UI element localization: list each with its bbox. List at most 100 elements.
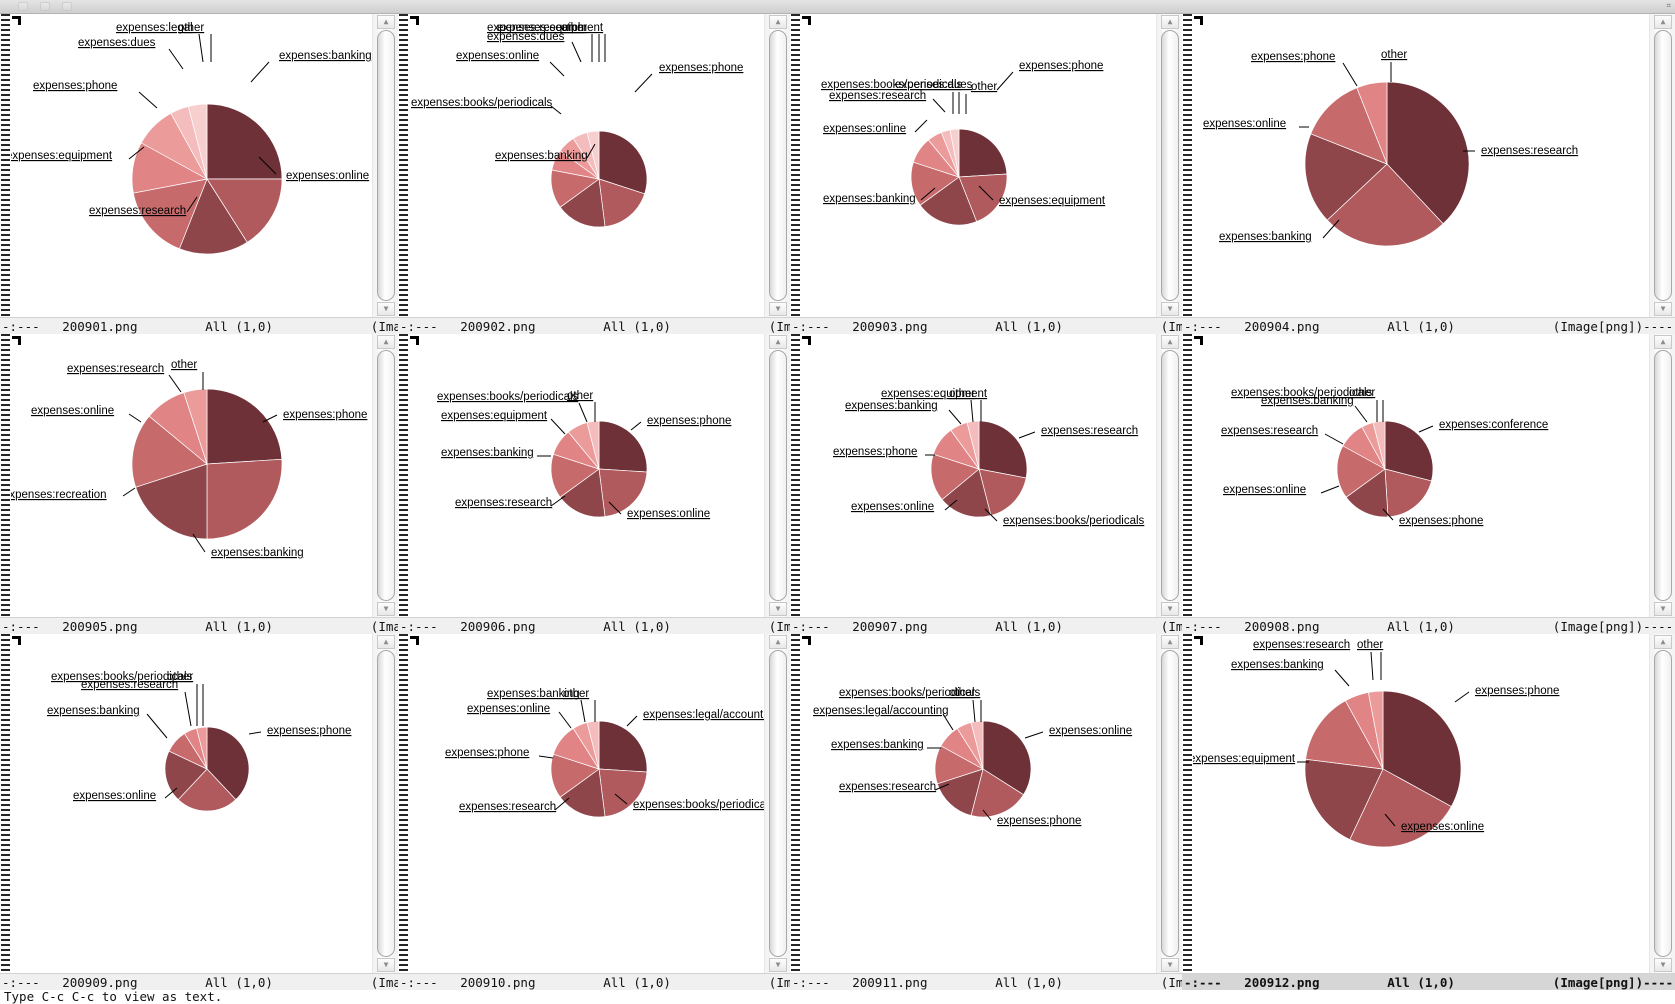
scrollbar-thumb[interactable]	[377, 30, 395, 301]
window-controls-icon[interactable]: ⌗	[1666, 1, 1671, 10]
scrollbar-thumb[interactable]	[1161, 650, 1179, 957]
vertical-scrollbar[interactable]: ▲ ▼	[1156, 14, 1182, 317]
image-canvas[interactable]: expenses:phone expenses:online expenses:eq…	[1193, 634, 1649, 973]
mode-line[interactable]: -:--- 200905.png All (1,0) (Image[png])-…	[0, 617, 398, 634]
vertical-scrollbar[interactable]: ▲ ▼	[764, 334, 790, 617]
scroll-down-icon[interactable]: ▼	[377, 602, 395, 616]
scroll-down-icon[interactable]: ▼	[769, 602, 787, 616]
scrollbar-thumb[interactable]	[1654, 650, 1672, 957]
scrollbar-thumb[interactable]	[377, 350, 395, 601]
image-canvas[interactable]: expenses:phone expenses:equipment expenses…	[801, 14, 1156, 317]
image-window[interactable]: expenses:research expenses:books/periodic…	[790, 334, 1182, 634]
image-window[interactable]: expenses:phone expenses:banking expenses:r…	[0, 334, 398, 634]
image-canvas[interactable]: expenses:legal/accounting expenses:books/…	[409, 634, 764, 973]
image-canvas[interactable]: expenses:research expenses:books/periodic…	[801, 334, 1156, 617]
mode-line[interactable]: -:--- 200906.png All (1,0) (Image[png])-…	[398, 617, 790, 634]
image-window[interactable]: expenses:online expenses:phone expenses:re…	[790, 634, 1182, 990]
mode-line[interactable]: -:--- 200911.png All (1,0) (Image[png])-…	[790, 973, 1182, 990]
scrollbar-thumb[interactable]	[769, 350, 787, 601]
mode-line-major-mode: (Image[png])------------	[1160, 975, 1182, 990]
image-canvas[interactable]: expenses:research expenses:banking expense…	[1193, 14, 1649, 317]
scroll-up-icon[interactable]: ▲	[769, 635, 787, 649]
mode-line[interactable]: -:--- 200909.png All (1,0) (Image[png])-…	[0, 973, 398, 990]
truncation-indicator-icon	[1183, 334, 1192, 634]
image-window[interactable]: expenses:phone expenses:equipment expenses…	[790, 14, 1182, 334]
image-window[interactable]: expenses:conference expenses:phone expense…	[1182, 334, 1675, 634]
vertical-scrollbar[interactable]: ▲ ▼	[1649, 634, 1675, 973]
image-window[interactable]: expenses:phone expenses:online expenses:re…	[398, 334, 790, 634]
pie-slice-label: expenses:banking	[845, 400, 938, 412]
vertical-scrollbar[interactable]: ▲ ▼	[764, 14, 790, 317]
mode-line-major-mode: (Image[png])------------	[1552, 619, 1675, 634]
scroll-up-icon[interactable]: ▲	[1161, 335, 1179, 349]
image-window[interactable]: expenses:phone expenses:online expenses:ba…	[0, 634, 398, 990]
image-canvas[interactable]: expenses:conference expenses:phone expense…	[1193, 334, 1649, 617]
mode-line[interactable]: -:--- 200901.png All (1,0) (Image[png])-…	[0, 317, 398, 334]
scroll-down-icon[interactable]: ▼	[1654, 602, 1672, 616]
mode-line[interactable]: -:--- 200910.png All (1,0) (Image[png])-…	[398, 973, 790, 990]
scroll-down-icon[interactable]: ▼	[1161, 958, 1179, 972]
label-leader-line	[258, 156, 277, 175]
image-canvas[interactable]: expenses:phone expenses:banking expenses:b…	[409, 14, 764, 317]
mode-line[interactable]: -:--- 200904.png All (1,0) (Image[png])-…	[1182, 317, 1675, 334]
mode-line[interactable]: -:--- 200908.png All (1,0) (Image[png])-…	[1182, 617, 1675, 634]
scroll-up-icon[interactable]: ▲	[1654, 335, 1672, 349]
image-window[interactable]: expenses:phone expenses:banking expenses:b…	[398, 14, 790, 334]
mode-line[interactable]: -:--- 200903.png All (1,0) (Image[png])-…	[790, 317, 1182, 334]
pie-slice-label: expenses:phone	[1251, 51, 1335, 63]
save-icon[interactable]	[40, 2, 50, 11]
image-window[interactable]: expenses:research expenses:banking expense…	[1182, 14, 1675, 334]
scroll-up-icon[interactable]: ▲	[769, 15, 787, 29]
image-window[interactable]: expenses:phone expenses:online expenses:eq…	[1182, 634, 1675, 990]
mode-line[interactable]: -:--- 200907.png All (1,0) (Image[png])-…	[790, 617, 1182, 634]
scroll-down-icon[interactable]: ▼	[377, 302, 395, 316]
scroll-down-icon[interactable]: ▼	[1161, 302, 1179, 316]
scrollbar-thumb[interactable]	[377, 650, 395, 957]
mode-line[interactable]: -:--- 200912.png All (1,0) (Image[png])-…	[1182, 973, 1675, 990]
mode-line[interactable]: -:--- 200902.png All (1,0) (Image[png])-…	[398, 317, 790, 334]
scroll-up-icon[interactable]: ▲	[1654, 635, 1672, 649]
image-canvas[interactable]: expenses:phone expenses:banking expenses:r…	[11, 334, 372, 617]
print-icon[interactable]	[62, 2, 72, 11]
scrollbar-thumb[interactable]	[769, 30, 787, 301]
vertical-scrollbar[interactable]: ▲ ▼	[764, 634, 790, 973]
pie-slice	[970, 720, 984, 770]
scroll-up-icon[interactable]: ▲	[1161, 635, 1179, 649]
scroll-down-icon[interactable]: ▼	[769, 958, 787, 972]
image-window[interactable]: expenses:banking expenses:online expenses:…	[0, 14, 398, 334]
vertical-scrollbar[interactable]: ▲ ▼	[1649, 14, 1675, 317]
mode-line-filename: 200908.png	[1244, 619, 1388, 634]
vertical-scrollbar[interactable]: ▲ ▼	[372, 334, 398, 617]
scrollbar-thumb[interactable]	[769, 650, 787, 957]
scroll-down-icon[interactable]: ▼	[1654, 958, 1672, 972]
image-window[interactable]: expenses:legal/accounting expenses:books/…	[398, 634, 790, 990]
vertical-scrollbar[interactable]: ▲ ▼	[372, 634, 398, 973]
mode-line-prefix: -:---	[792, 619, 853, 634]
scroll-up-icon[interactable]: ▲	[377, 635, 395, 649]
image-canvas[interactable]: expenses:online expenses:phone expenses:re…	[801, 634, 1156, 973]
scroll-down-icon[interactable]: ▼	[1654, 302, 1672, 316]
vertical-scrollbar[interactable]: ▲ ▼	[1156, 634, 1182, 973]
truncation-indicator-icon	[791, 334, 800, 634]
left-fringe	[790, 14, 801, 334]
vertical-scrollbar[interactable]: ▲ ▼	[1649, 334, 1675, 617]
scroll-up-icon[interactable]: ▲	[377, 15, 395, 29]
scroll-up-icon[interactable]: ▲	[377, 335, 395, 349]
image-canvas[interactable]: expenses:phone expenses:online expenses:ba…	[11, 634, 372, 973]
scrollbar-thumb[interactable]	[1654, 350, 1672, 601]
scroll-up-icon[interactable]: ▲	[1654, 15, 1672, 29]
image-canvas[interactable]: expenses:phone expenses:online expenses:re…	[409, 334, 764, 617]
scroll-down-icon[interactable]: ▼	[769, 302, 787, 316]
scroll-down-icon[interactable]: ▼	[1161, 602, 1179, 616]
scrollbar-thumb[interactable]	[1654, 30, 1672, 301]
scroll-up-icon[interactable]: ▲	[769, 335, 787, 349]
scrollbar-thumb[interactable]	[1161, 30, 1179, 301]
image-canvas[interactable]: expenses:banking expenses:online expenses:…	[11, 14, 372, 317]
scroll-up-icon[interactable]: ▲	[1161, 15, 1179, 29]
vertical-scrollbar[interactable]: ▲ ▼	[372, 14, 398, 317]
scrollbar-thumb[interactable]	[1161, 350, 1179, 601]
scroll-down-icon[interactable]: ▼	[377, 958, 395, 972]
vertical-scrollbar[interactable]: ▲ ▼	[1156, 334, 1182, 617]
open-icon[interactable]	[18, 2, 28, 11]
pie-chart: expenses:phone expenses:online expenses:re…	[437, 390, 731, 520]
